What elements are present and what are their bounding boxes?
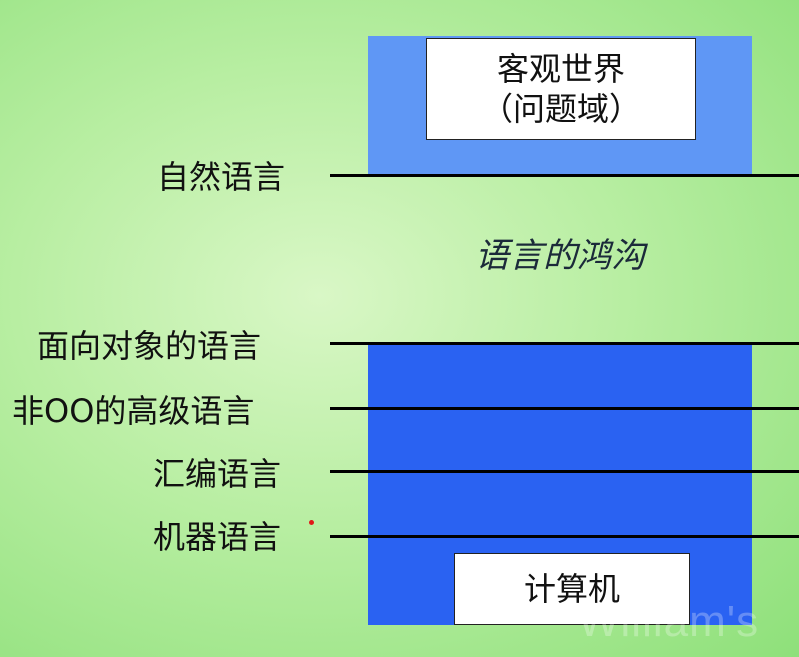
level-label-natural: 自然语言 <box>157 157 285 197</box>
natural-language-line <box>330 174 799 177</box>
level-label-machine: 机器语言 <box>153 517 281 557</box>
problem-domain-subtitle: （问题域） <box>427 89 695 129</box>
oo-language-line <box>330 342 799 345</box>
objective-world-title: 客观世界 <box>427 49 695 89</box>
level-label-non-oo: 非OO的高级语言 <box>12 391 254 431</box>
language-gap-label: 语言的鸿沟 <box>440 236 680 276</box>
level-label-assembly: 汇编语言 <box>153 454 281 494</box>
non-oo-language-line <box>330 407 799 410</box>
assembly-language-line <box>330 470 799 473</box>
objective-world-box: 客观世界 （问题域） <box>426 38 696 140</box>
level-label-oo: 面向对象的语言 <box>37 326 261 366</box>
watermark-text: William's <box>578 596 759 648</box>
machine-language-line <box>330 535 799 538</box>
pointer-dot <box>309 520 314 525</box>
